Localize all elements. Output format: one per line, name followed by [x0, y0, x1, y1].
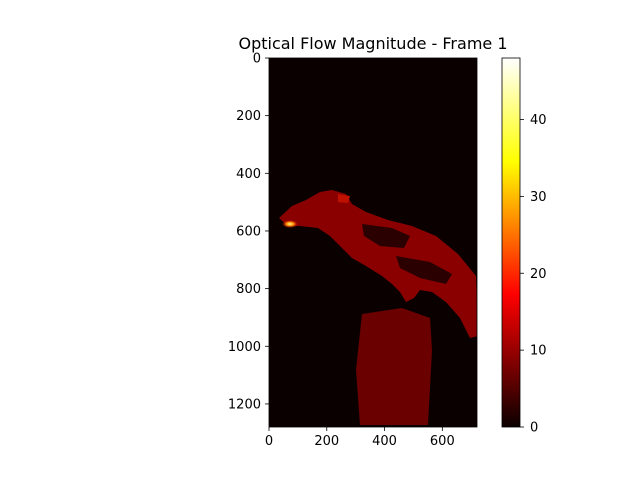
colorbar: 0 10 20 30 40	[501, 57, 547, 436]
plot-frame	[268, 57, 478, 428]
bird-dark-patch	[362, 224, 410, 248]
x-tick-label: 400	[372, 434, 397, 449]
y-tick-label: 400	[236, 167, 261, 182]
x-axis: 0 200 400 600	[265, 427, 455, 449]
colorbar-tick-label: 0	[530, 421, 538, 436]
bird-eye-region	[338, 194, 350, 203]
x-tick-label: 200	[314, 434, 339, 449]
heatmap-plot	[268, 57, 478, 428]
y-tick-label: 1200	[228, 397, 261, 412]
beak-hotspot	[282, 220, 298, 228]
colorbar-ticks: 0 10 20 30 40	[520, 113, 547, 436]
colorbar-gradient	[502, 58, 520, 427]
perch-post-region	[356, 308, 432, 425]
y-axis: 0 200 400 600 800 1000 1200	[228, 52, 269, 412]
bird-dark-patch-2	[396, 256, 452, 284]
colorbar-tick-label: 40	[530, 113, 547, 128]
colorbar-tick-label: 10	[530, 344, 547, 359]
y-tick-label: 600	[236, 224, 261, 239]
chart-title: Optical Flow Magnitude - Frame 1	[238, 34, 507, 53]
colorbar-frame	[501, 57, 521, 428]
y-tick-label: 0	[253, 52, 261, 67]
x-tick-label: 0	[265, 434, 273, 449]
y-tick-label: 200	[236, 109, 261, 124]
colorbar-tick-label: 30	[530, 190, 547, 205]
colorbar-tick-label: 20	[530, 267, 547, 282]
y-tick-label: 1000	[228, 340, 261, 355]
bird-region	[279, 190, 477, 338]
y-tick-label: 800	[236, 282, 261, 297]
x-tick-label: 600	[430, 434, 455, 449]
